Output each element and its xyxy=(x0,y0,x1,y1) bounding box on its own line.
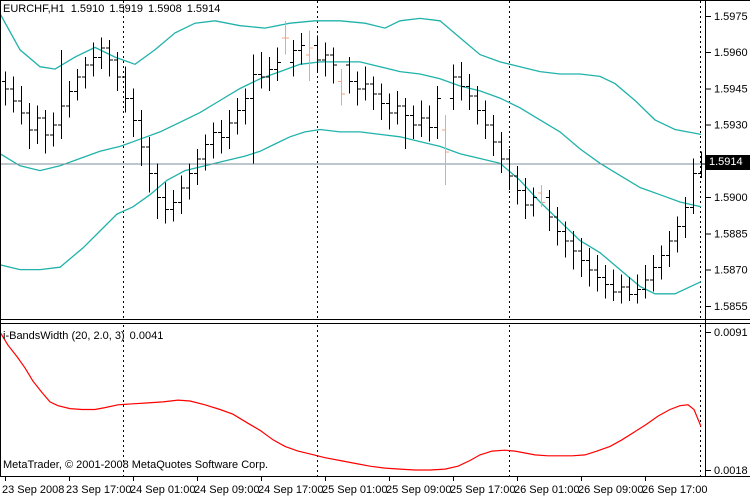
low-value: 1.5908 xyxy=(148,3,182,15)
time-axis-label: 26 Sep 01:00 xyxy=(514,484,579,496)
chart-title: EURCHF,H1 1.5910 1.5919 1.5908 1.5914 xyxy=(3,3,220,15)
time-axis-label: 26 Sep 17:00 xyxy=(642,484,707,496)
price-axis-label: 1.5870 xyxy=(714,265,748,277)
indicator-name: i-BandsWidth (20, 2.0, 3) xyxy=(3,330,125,342)
indicator-value: 0.0041 xyxy=(129,330,164,342)
price-axis-label: 1.5900 xyxy=(714,192,748,204)
current-price-badge: 1.5914 xyxy=(706,155,750,170)
bollinger-upper-band xyxy=(0,13,702,136)
symbol-period-label: EURCHF,H1 xyxy=(3,3,65,15)
time-axis-label: 24 Sep 09:00 xyxy=(194,484,259,496)
price-axis-label: 1.5975 xyxy=(714,11,748,23)
time-axis-label: 26 Sep 09:00 xyxy=(578,484,643,496)
open-value: 1.5910 xyxy=(70,3,105,15)
time-axis-label: 23 Sep 2008 xyxy=(2,484,64,496)
price-axis-label: 1.5960 xyxy=(714,47,748,59)
price-axis-label: 1.5855 xyxy=(714,301,748,313)
indicator-label: i-BandsWidth (20, 2.0, 3) 0.0041 xyxy=(3,330,163,342)
time-axis-label: 24 Sep 17:00 xyxy=(258,484,323,496)
high-value: 1.5919 xyxy=(109,3,144,15)
price-axis-label: 1.5885 xyxy=(714,228,748,240)
time-axis-label: 23 Sep 17:00 xyxy=(66,484,131,496)
time-axis-label: 24 Sep 01:00 xyxy=(130,484,195,496)
indicator-axis-label: 0.0018 xyxy=(714,465,748,477)
time-axis-label: 25 Sep 17:00 xyxy=(450,484,515,496)
copyright-text: MetaTrader, © 2001-2008 MetaQuotes Softw… xyxy=(3,459,269,471)
indicator-axis-label: 0.0091 xyxy=(714,327,748,339)
time-axis-label: 25 Sep 09:00 xyxy=(386,484,451,496)
bollinger-lower-band xyxy=(0,128,702,295)
price-axis-label: 1.5930 xyxy=(714,120,748,132)
close-value: 1.5914 xyxy=(186,3,221,15)
bandswidth-line xyxy=(0,331,702,471)
price-axis-label: 1.5945 xyxy=(714,83,748,95)
bollinger-middle-band xyxy=(0,61,702,208)
time-axis-label: 25 Sep 01:00 xyxy=(322,484,387,496)
